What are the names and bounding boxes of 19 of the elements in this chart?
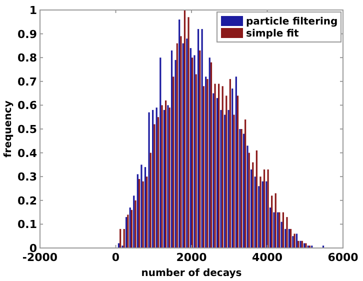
y-tick-label: 0.5 bbox=[18, 123, 37, 136]
y-tick-label: 0.9 bbox=[18, 28, 37, 41]
y-tick-label: 0.1 bbox=[18, 218, 37, 232]
y-axis-title: frequency bbox=[3, 100, 14, 158]
y-tick-label: 0.7 bbox=[18, 75, 37, 88]
x-tick-label: 6000 bbox=[328, 251, 359, 264]
x-tick-label: 2000 bbox=[176, 251, 208, 264]
x-tick-label: -2000 bbox=[22, 251, 58, 264]
legend-label: particle filtering bbox=[246, 16, 338, 28]
y-tick-label: 0.8 bbox=[18, 52, 37, 65]
legend-label: simple fit bbox=[246, 28, 300, 40]
y-tick-label: 0.2 bbox=[18, 194, 37, 208]
x-tick-label: 4000 bbox=[252, 251, 283, 264]
y-tick-label: 0.3 bbox=[18, 170, 37, 184]
x-tick-label: 0 bbox=[112, 251, 120, 264]
y-tick-label: 1 bbox=[29, 4, 37, 17]
y-tick-label: 0.6 bbox=[18, 99, 38, 112]
x-axis-title: number of decays bbox=[141, 268, 242, 279]
y-tick-label: 0.4 bbox=[18, 146, 38, 160]
